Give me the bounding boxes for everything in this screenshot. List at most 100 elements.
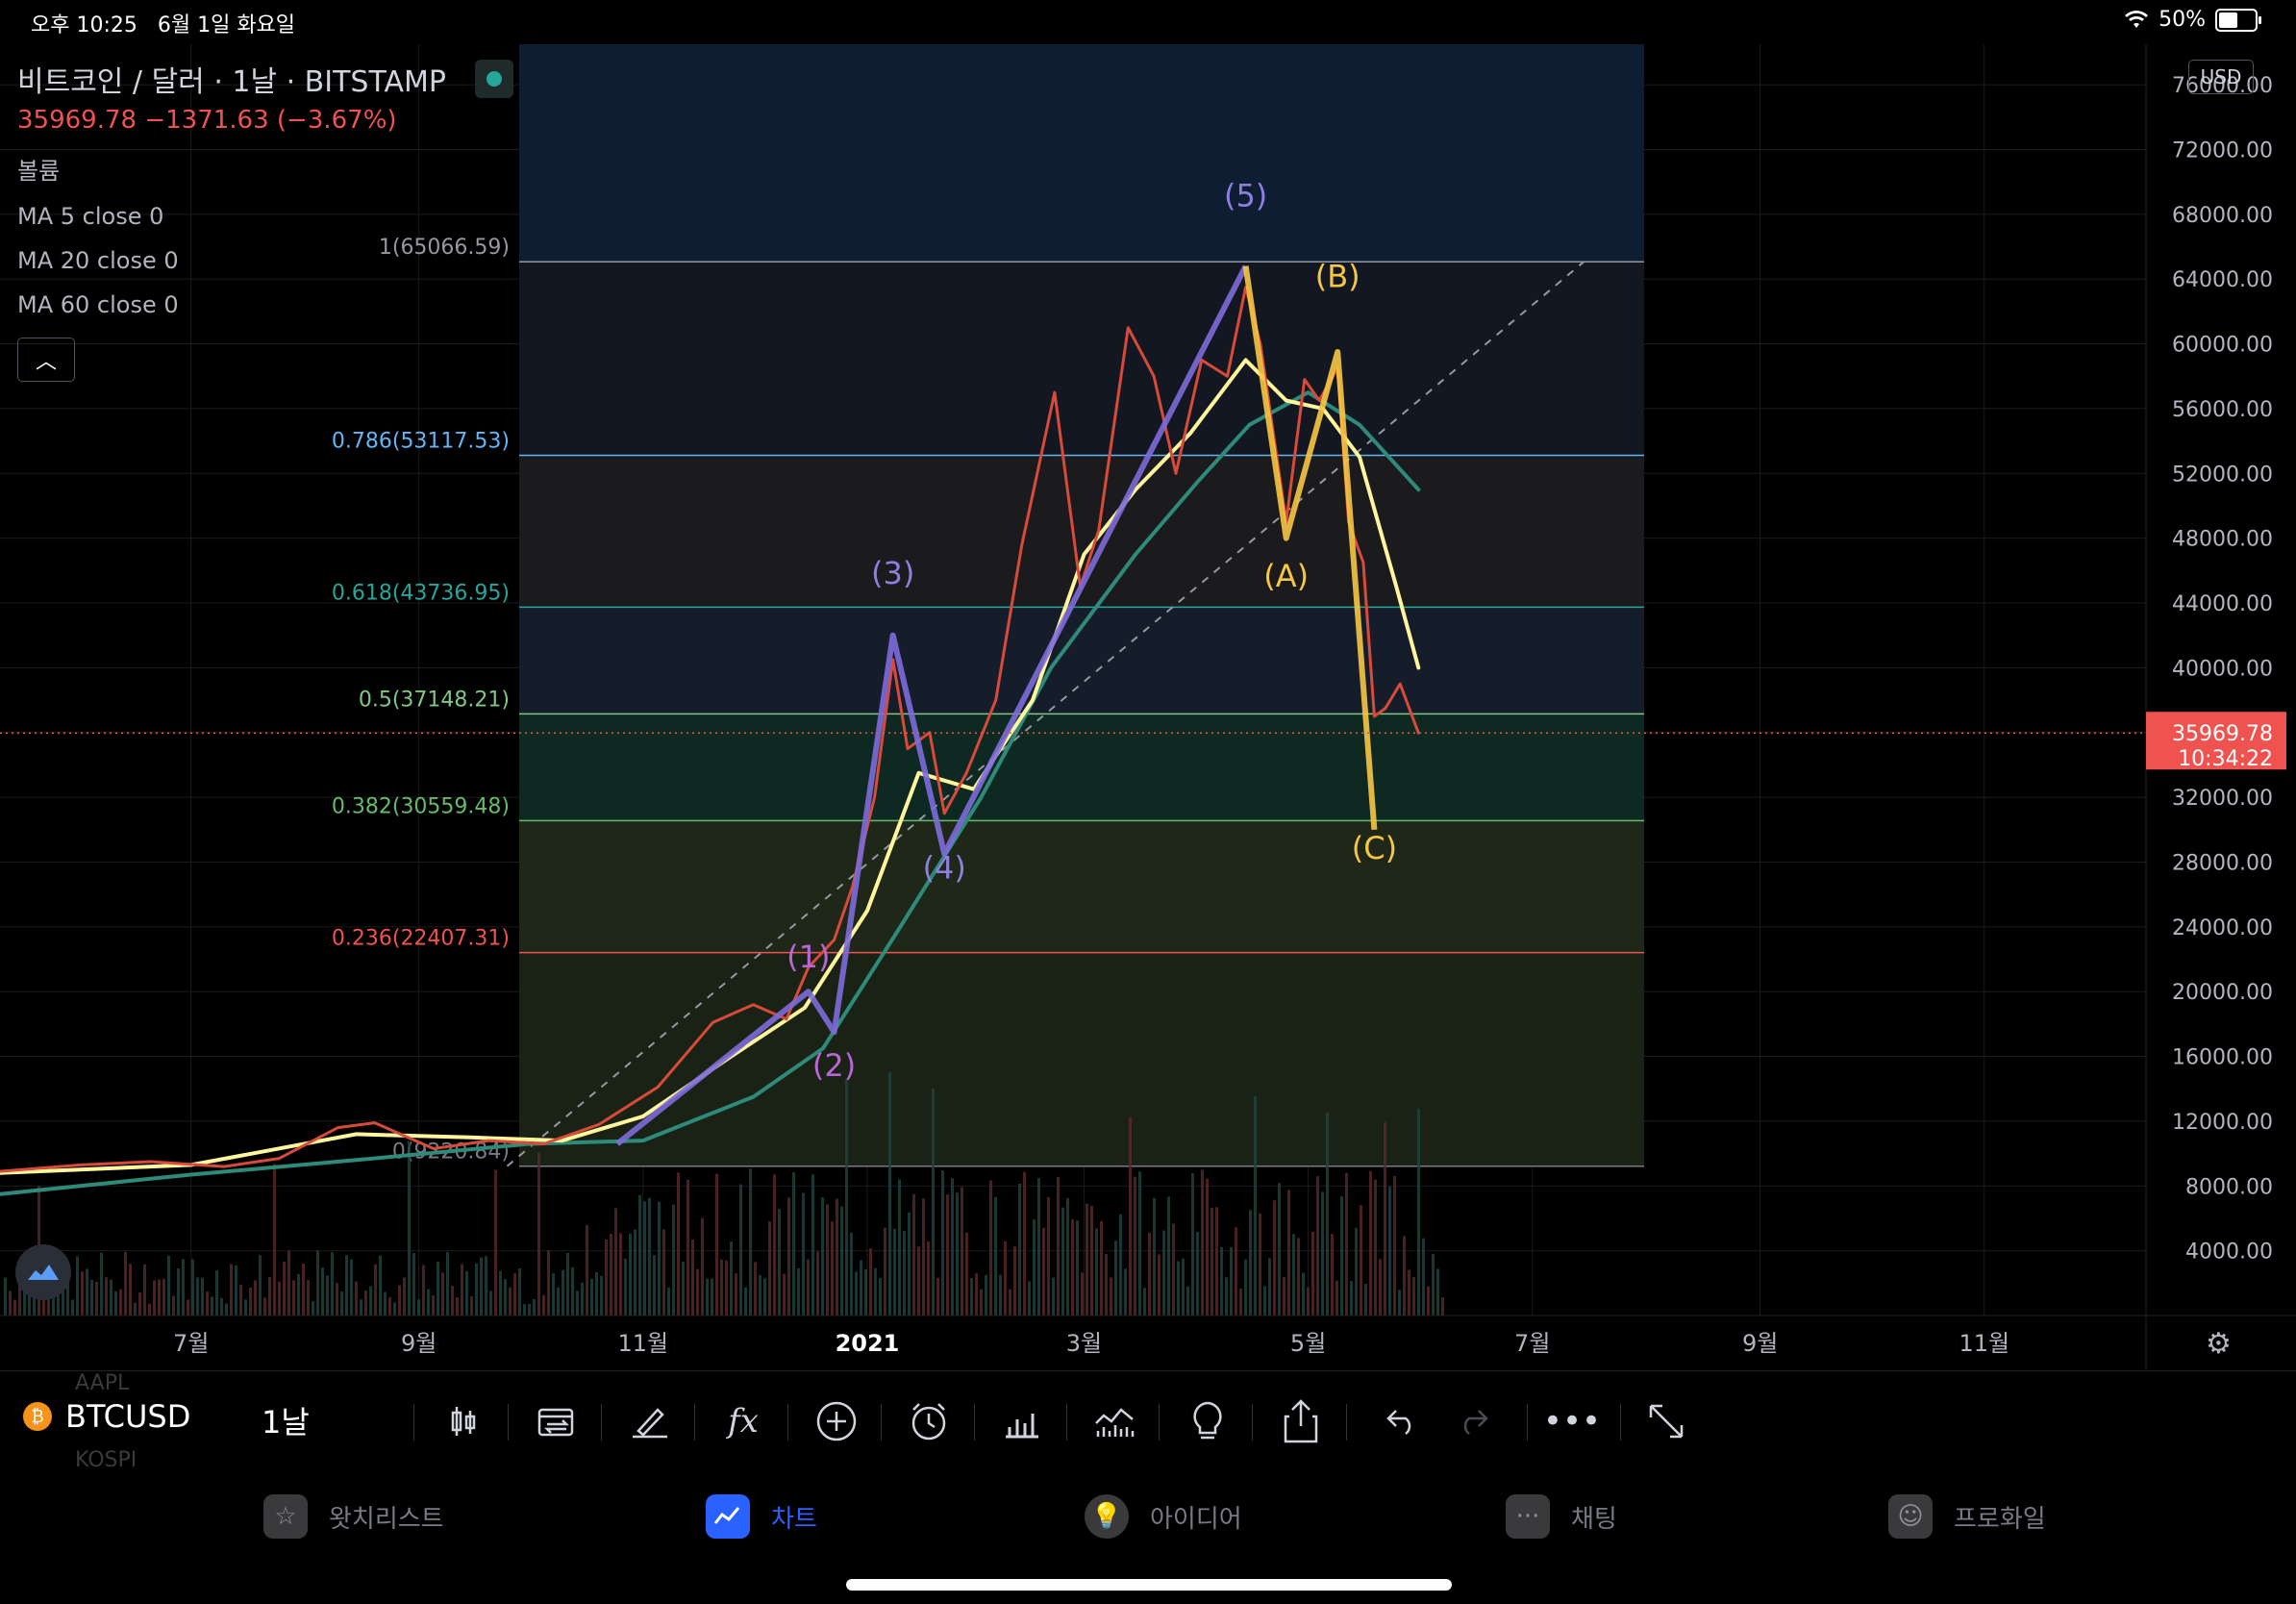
volume-bar	[739, 1184, 742, 1316]
volume-bar	[1360, 1205, 1362, 1316]
volume-bar	[509, 1287, 512, 1316]
fullscreen-icon[interactable]	[1639, 1394, 1693, 1448]
add-icon[interactable]	[810, 1394, 863, 1448]
volume-bar	[90, 1279, 93, 1316]
drawing-icon[interactable]	[623, 1394, 677, 1448]
volume-bar	[1148, 1232, 1151, 1316]
volume-bar	[220, 1297, 223, 1316]
volume-bar	[884, 1227, 886, 1316]
volume-bar	[235, 1265, 237, 1316]
fib-level-label: 0.5(37148.21)	[359, 688, 510, 712]
volume-bar	[110, 1279, 112, 1316]
time-tick: 9월	[1742, 1330, 1778, 1357]
time-tick: 11월	[1959, 1330, 2010, 1357]
wave-line-impulse	[615, 264, 1249, 1146]
volume-bar	[936, 1277, 939, 1316]
elliott-waves: (1) (2) (3) (4) (5) (A) (B) (C)	[615, 177, 1397, 1146]
volume-bar	[480, 1257, 483, 1316]
volume-bar	[802, 1192, 805, 1316]
volume-bar	[1374, 1179, 1377, 1316]
volume-bar	[629, 1233, 632, 1316]
volume-bar	[1158, 1254, 1160, 1316]
undo-icon[interactable]	[1375, 1394, 1429, 1448]
tab-profile[interactable]: ☺ 프로화일	[1888, 1494, 2046, 1539]
volume-bar	[941, 1170, 944, 1316]
volume-bar	[614, 1208, 617, 1316]
compare-icon[interactable]	[530, 1394, 584, 1448]
time-tick: 7월	[173, 1330, 209, 1357]
volume-bar	[922, 1198, 925, 1316]
interval-selector[interactable]: 1날	[262, 1404, 310, 1441]
volume-bar	[961, 1187, 963, 1316]
tab-chart[interactable]: 차트	[706, 1494, 817, 1539]
volume-bar	[1239, 1289, 1242, 1316]
volume-bar	[254, 1280, 257, 1316]
volume-bar	[441, 1272, 444, 1316]
gear-icon[interactable]: ⚙	[2206, 1327, 2232, 1361]
fib-zone	[519, 44, 1644, 263]
collapse-legend-button[interactable]: ︿	[17, 338, 75, 382]
symbol-title[interactable]: 비트코인 / 달러 · 1날 · BITSTAMP	[17, 58, 513, 100]
bar-chart-icon[interactable]	[994, 1394, 1048, 1448]
volume-bar	[744, 1287, 747, 1316]
volume-bar	[66, 1262, 69, 1316]
volume-bar	[730, 1241, 733, 1316]
price-tick: 56000.00	[2172, 398, 2273, 422]
volume-bar	[412, 1253, 415, 1316]
trend-line	[506, 261, 1585, 1167]
volume-label[interactable]: 볼륨	[17, 158, 61, 185]
volume-bar	[1110, 1277, 1112, 1316]
volume-bar	[1292, 1234, 1295, 1316]
symbol-selector[interactable]: ₿ BTCUSD	[23, 1398, 190, 1435]
volume-bar	[345, 1255, 348, 1316]
volume-bar	[1254, 1095, 1257, 1316]
volume-bar	[1215, 1207, 1218, 1316]
candle-type-icon[interactable]	[437, 1394, 490, 1448]
volume-bar	[634, 1229, 636, 1316]
volume-bar	[686, 1179, 689, 1316]
volume-bar	[350, 1259, 353, 1316]
ma60-label[interactable]: MA 60 close 0	[17, 291, 179, 318]
volume-bar	[600, 1275, 603, 1316]
volume-bar	[162, 1278, 165, 1316]
volume-bar	[1129, 1116, 1132, 1316]
volume-bar	[114, 1291, 117, 1316]
volume-icon[interactable]	[1087, 1394, 1141, 1448]
volume-bar	[302, 1263, 305, 1316]
price-chart[interactable]: 1(65066.59) 0.786(53117.53) 0.618(43736.95…	[0, 44, 2296, 1369]
more-icon[interactable]: •••	[1542, 1402, 1602, 1441]
volume-bar	[374, 1264, 377, 1316]
idea-icon[interactable]	[1181, 1394, 1235, 1448]
volume-bar	[1090, 1205, 1093, 1316]
volume-bar	[143, 1264, 146, 1316]
price-tick: 60000.00	[2172, 334, 2273, 358]
volume-bar	[1331, 1234, 1334, 1316]
volume-bar	[586, 1224, 588, 1316]
tradingview-logo[interactable]	[15, 1244, 71, 1300]
currency-button[interactable]: USD	[2188, 60, 2254, 94]
tab-ideas[interactable]: 💡 아이디어	[1085, 1494, 1242, 1539]
volume-bar	[86, 1268, 88, 1316]
tab-watchlist[interactable]: ☆ 왓치리스트	[263, 1494, 444, 1539]
volume-bar	[1167, 1196, 1170, 1316]
tab-chat[interactable]: ··· 채팅	[1506, 1494, 1617, 1539]
fib-zone	[519, 820, 1644, 953]
share-icon[interactable]	[1274, 1394, 1328, 1448]
volume-bar	[1028, 1281, 1031, 1316]
fib-retracement: 1(65066.59) 0.786(53117.53) 0.618(43736.95…	[332, 44, 1644, 1167]
volume-bar	[456, 1297, 459, 1316]
alert-icon[interactable]	[902, 1394, 956, 1448]
volume-bar	[523, 1303, 526, 1316]
volume-bar	[1283, 1277, 1285, 1316]
indicators-icon[interactable]: fx	[728, 1402, 759, 1441]
wave-label: (1)	[786, 939, 830, 975]
ma20-label[interactable]: MA 20 close 0	[17, 247, 179, 274]
volume-bar	[1066, 1197, 1069, 1316]
ma5-label[interactable]: MA 5 close 0	[17, 203, 164, 230]
volume-bar	[542, 1294, 545, 1316]
volume-bar	[1186, 1286, 1189, 1316]
volume-bar	[994, 1196, 997, 1316]
volume-bar	[249, 1287, 252, 1316]
volume-bar	[504, 1279, 507, 1316]
